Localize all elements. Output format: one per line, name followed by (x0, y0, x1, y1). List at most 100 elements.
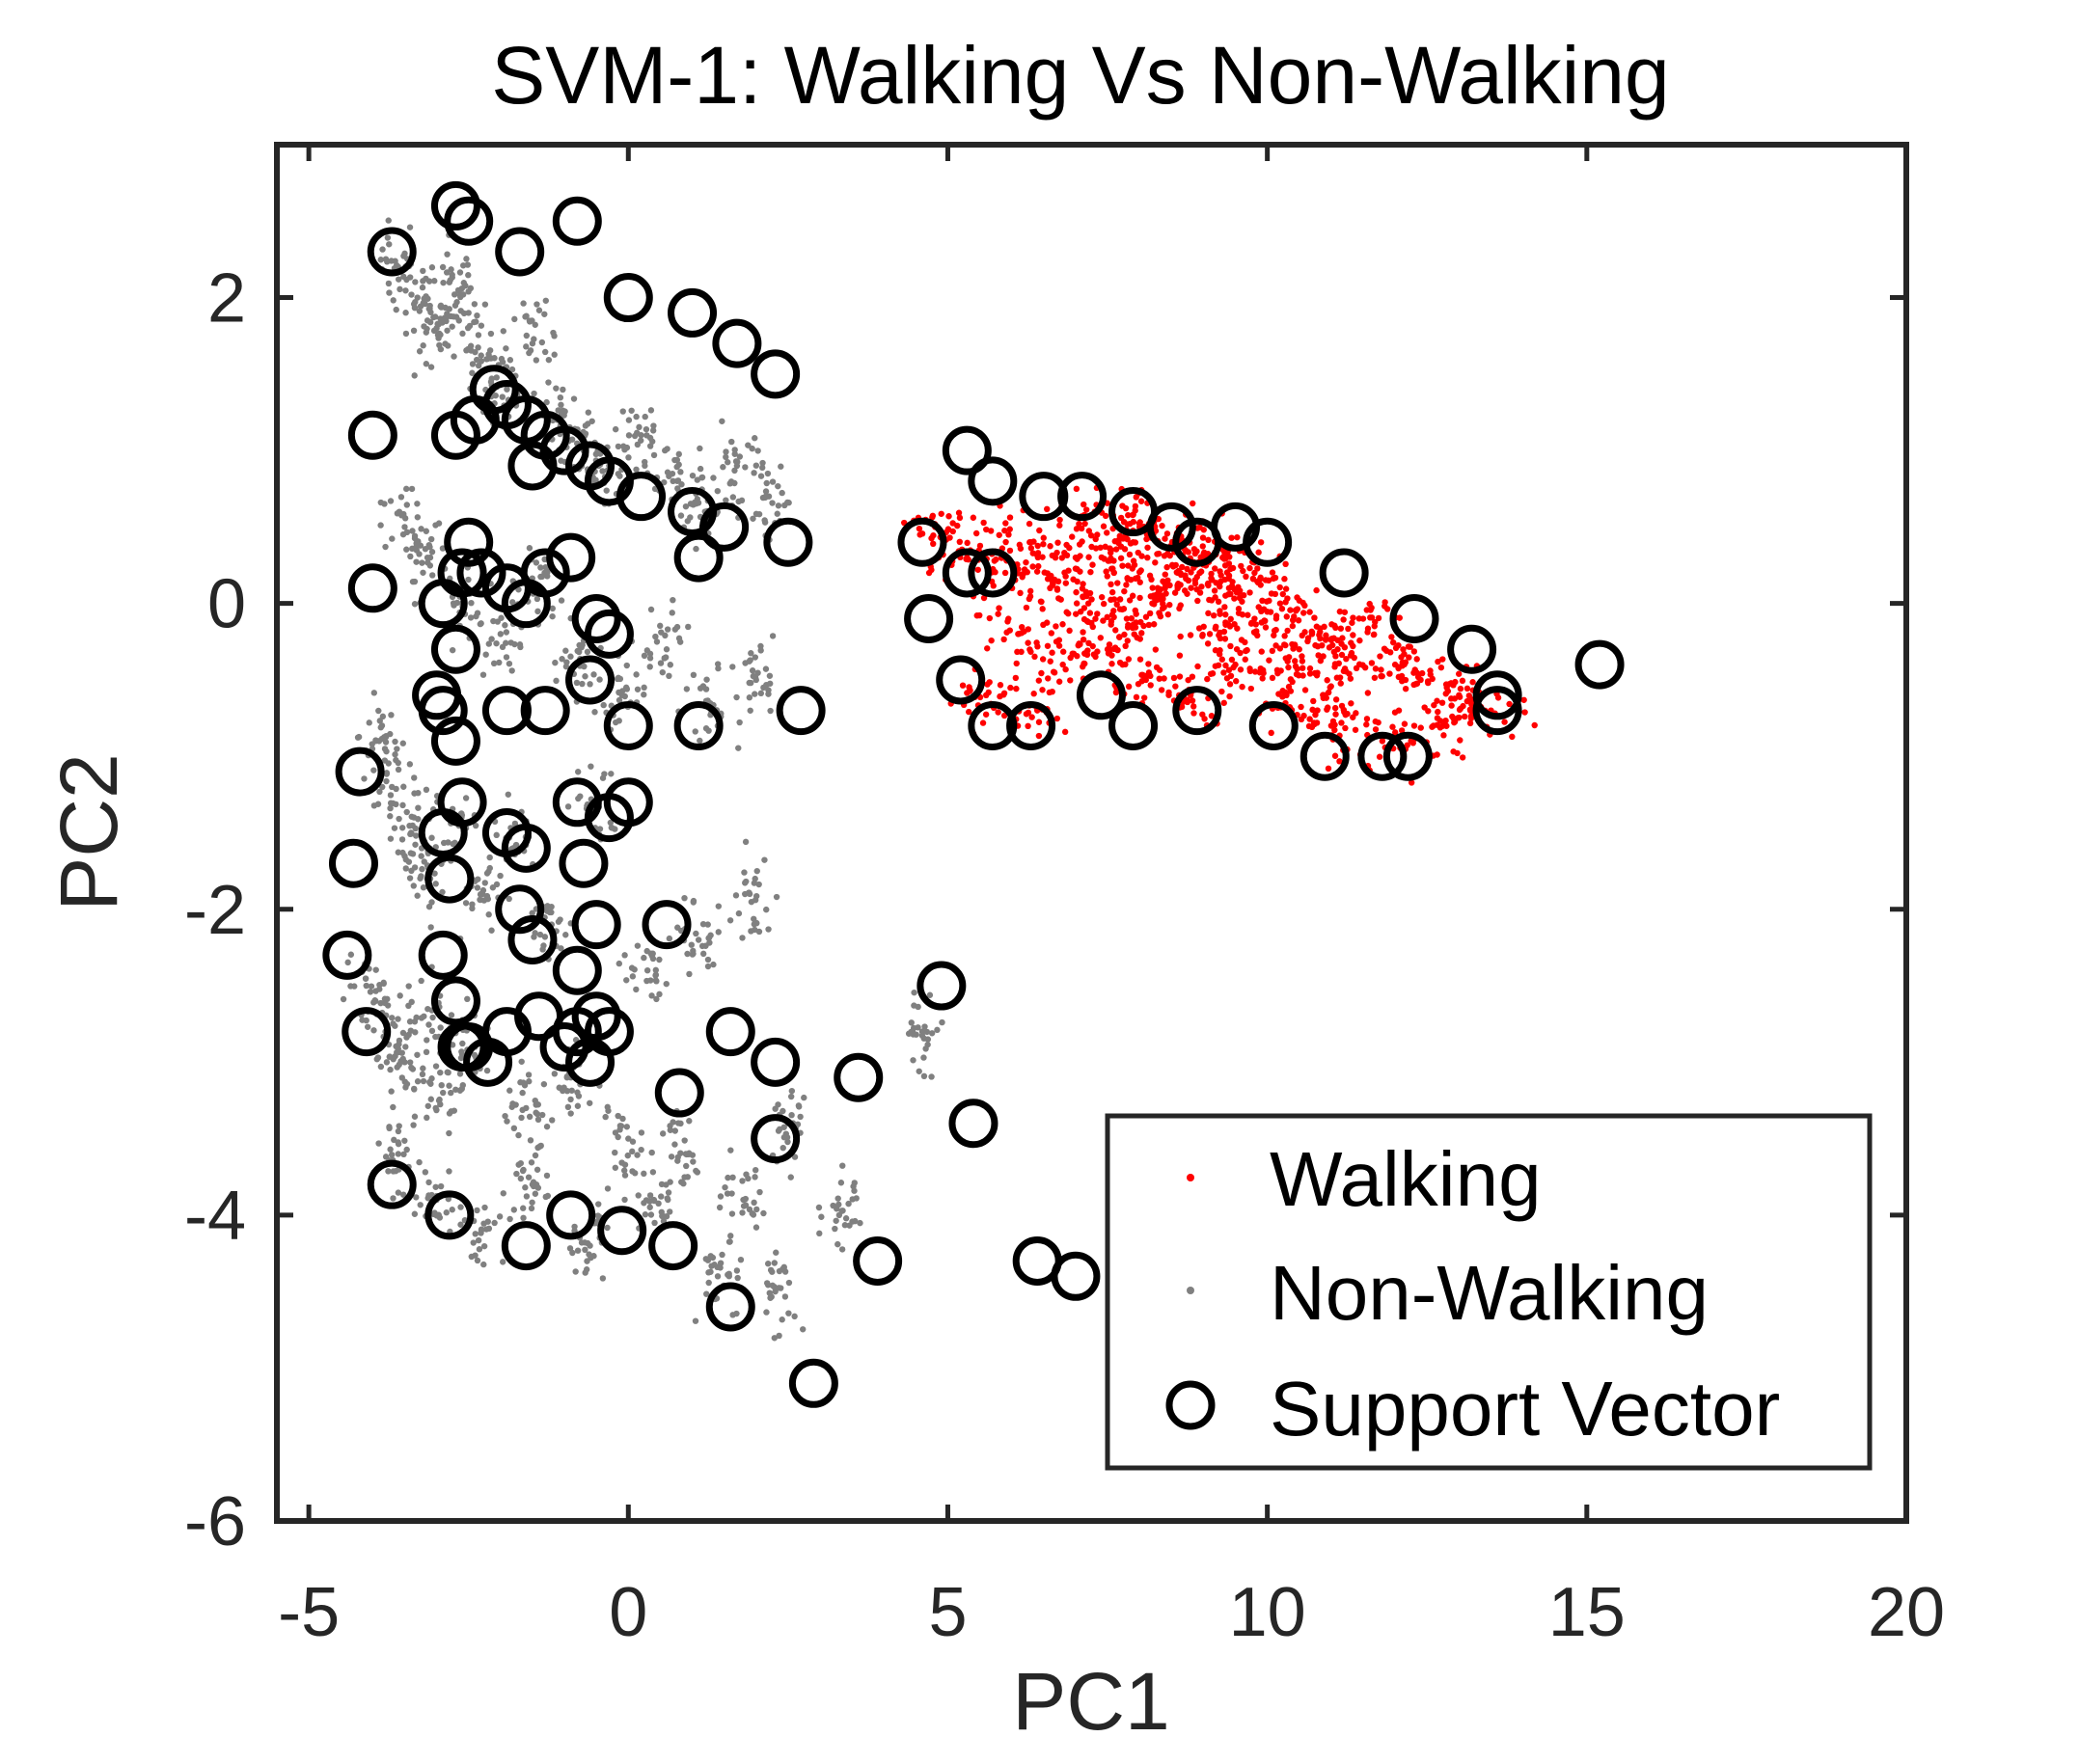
walking-point (1063, 609, 1070, 615)
walking-point (1400, 646, 1407, 653)
walking-point (1062, 665, 1069, 673)
non-walking-point (749, 667, 756, 674)
non-walking-point (405, 983, 412, 990)
support-vector-marker (437, 548, 487, 598)
walking-point (1196, 524, 1203, 531)
non-walking-point (432, 881, 439, 887)
walking-point (1242, 638, 1248, 646)
walking-point (1212, 647, 1219, 654)
walking-point (1246, 665, 1253, 672)
walking-point (1038, 669, 1045, 677)
walking-point (1311, 614, 1318, 621)
walking-point (1279, 590, 1286, 598)
non-walking-point (620, 1167, 628, 1174)
walking-point (1440, 732, 1447, 739)
walking-point (1353, 710, 1359, 717)
non-walking-point (658, 1208, 665, 1215)
non-walking-point (686, 1118, 693, 1125)
non-walking-point (431, 278, 438, 285)
non-walking-point (666, 473, 672, 479)
non-walking-point (420, 342, 426, 349)
non-walking-point (445, 839, 451, 846)
non-walking-point (833, 1217, 839, 1224)
non-walking-point (427, 364, 435, 370)
walking-point (1140, 694, 1148, 701)
non-walking-point (736, 719, 743, 726)
non-walking-point (725, 1174, 731, 1181)
walking-point (1056, 522, 1063, 529)
non-walking-point (624, 1152, 631, 1159)
non-walking-point (752, 1174, 758, 1181)
non-walking-point (590, 671, 597, 678)
non-walking-point (390, 1103, 397, 1111)
walking-point (1350, 614, 1356, 621)
non-walking-point (406, 274, 414, 281)
non-walking-point (693, 1167, 699, 1175)
non-walking-point (502, 622, 508, 629)
walking-point (1033, 568, 1041, 575)
non-walking-point (649, 427, 657, 434)
non-walking-point (474, 884, 481, 891)
non-walking-point (443, 1209, 450, 1216)
walking-point (1113, 601, 1120, 608)
non-walking-point (519, 1106, 526, 1114)
walking-point (1053, 549, 1060, 556)
non-walking-point (450, 600, 457, 607)
non-walking-point (511, 315, 518, 323)
non-walking-point (928, 1073, 935, 1080)
non-walking-point (815, 1204, 823, 1211)
non-walking-point (773, 893, 780, 901)
walking-point (1194, 597, 1201, 605)
non-walking-point (395, 1127, 402, 1135)
non-walking-point (412, 841, 419, 848)
walking-point (990, 583, 997, 589)
non-walking-point (752, 1166, 759, 1174)
walking-point (1205, 582, 1212, 589)
non-walking-point (423, 361, 430, 367)
walking-point (1216, 651, 1223, 658)
non-walking-point (622, 684, 630, 692)
non-walking-point (402, 1044, 409, 1050)
non-walking-point (377, 499, 385, 506)
walking-point (1049, 578, 1056, 584)
non-walking-point (752, 654, 759, 661)
walking-point (1162, 581, 1169, 587)
non-walking-point (487, 330, 495, 338)
walking-point (1077, 568, 1083, 575)
non-walking-point (459, 1081, 466, 1089)
non-walking-point (650, 422, 657, 429)
non-walking-point (557, 394, 564, 401)
non-walking-point (752, 892, 760, 900)
walking-point (1147, 593, 1154, 600)
non-walking-point (653, 638, 661, 645)
non-walking-point (476, 1246, 483, 1253)
non-walking-point (383, 777, 390, 785)
non-walking-point (599, 774, 607, 781)
non-walking-point (456, 1071, 464, 1077)
non-walking-point (625, 1135, 632, 1142)
walking-point (1080, 636, 1087, 643)
non-walking-point (523, 332, 531, 339)
walking-point (1289, 622, 1297, 630)
walking-point (1124, 638, 1131, 644)
non-walking-point (527, 1137, 534, 1144)
non-walking-point (376, 788, 383, 796)
non-walking-point (690, 1158, 697, 1165)
non-walking-point (539, 946, 546, 953)
non-walking-point (621, 1172, 629, 1179)
non-walking-point (737, 1256, 745, 1263)
non-walking-point (588, 418, 595, 424)
walking-point (1080, 629, 1086, 636)
non-walking-point (463, 347, 470, 354)
non-walking-point (678, 1179, 686, 1185)
walking-point (1371, 674, 1379, 681)
walking-point (1100, 600, 1108, 608)
non-walking-point (652, 633, 659, 640)
non-walking-point (442, 340, 449, 347)
non-walking-point (780, 1134, 788, 1141)
non-walking-point (395, 1140, 402, 1148)
non-walking-point (755, 928, 763, 936)
walking-point (1434, 721, 1440, 728)
non-walking-point (839, 1208, 846, 1214)
walking-point (1026, 587, 1034, 595)
